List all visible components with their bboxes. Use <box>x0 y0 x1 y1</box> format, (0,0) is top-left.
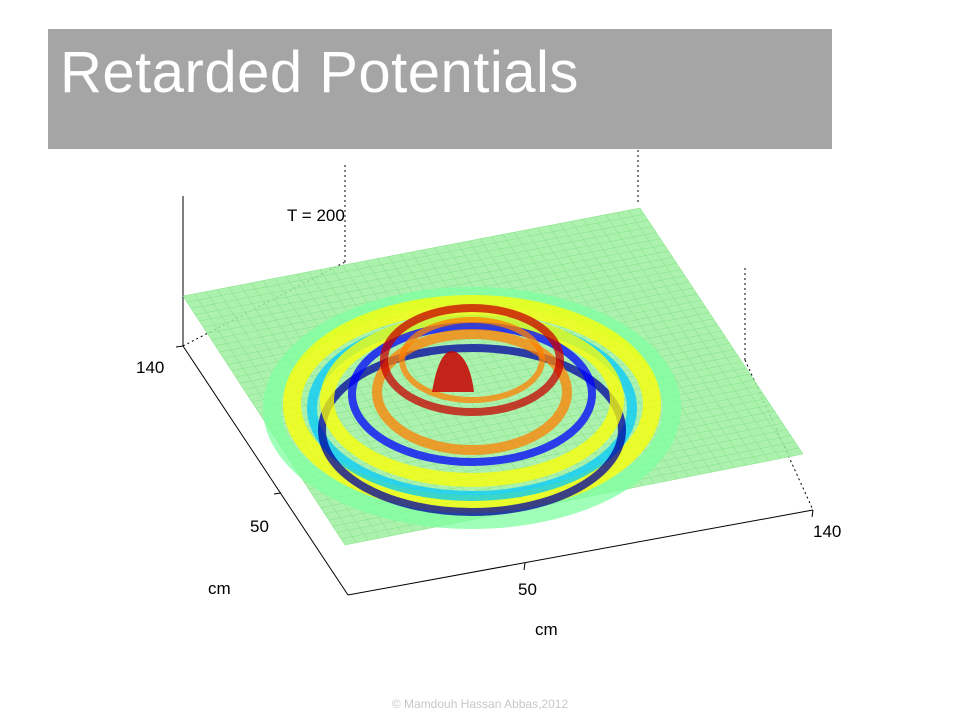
mesh-line <box>639 207 804 455</box>
surface-ring <box>399 317 545 403</box>
x-axis-label: cm <box>535 620 558 639</box>
x-tick-label-50: 50 <box>518 580 537 599</box>
plot-box <box>175 196 814 596</box>
y-tick-140 <box>175 345 184 348</box>
time-annotation: T = 200 <box>287 206 345 225</box>
mesh-line <box>616 212 781 459</box>
mesh-line <box>594 216 758 464</box>
x-tick-label-140: 140 <box>813 522 841 541</box>
surface-ring <box>372 329 572 455</box>
mesh-line <box>605 214 769 461</box>
axis-line-y <box>182 345 349 596</box>
x-tick-50 <box>523 562 526 571</box>
mesh-line <box>628 210 792 457</box>
surface-ring <box>348 322 596 466</box>
central-peak <box>432 351 474 392</box>
copyright-footer: © Mamdouh Hassan Abbas,2012 <box>391 697 569 711</box>
mesh-line <box>582 218 747 466</box>
slide-title: Retarded Potentials <box>60 40 579 105</box>
surface-ring <box>318 344 626 516</box>
mesh-line <box>571 221 735 468</box>
y-tick-label-140: 140 <box>136 358 164 377</box>
y-tick-50 <box>273 492 282 495</box>
title-bar: Retarded Potentials <box>48 29 832 149</box>
mesh-line <box>308 398 767 490</box>
y-axis-label: cm <box>208 579 231 598</box>
surface-ring <box>380 304 564 416</box>
x-tick-140 <box>811 509 814 518</box>
axis-line-x <box>347 509 814 596</box>
y-tick-label-50: 50 <box>250 517 269 536</box>
surface-rings <box>263 287 681 529</box>
